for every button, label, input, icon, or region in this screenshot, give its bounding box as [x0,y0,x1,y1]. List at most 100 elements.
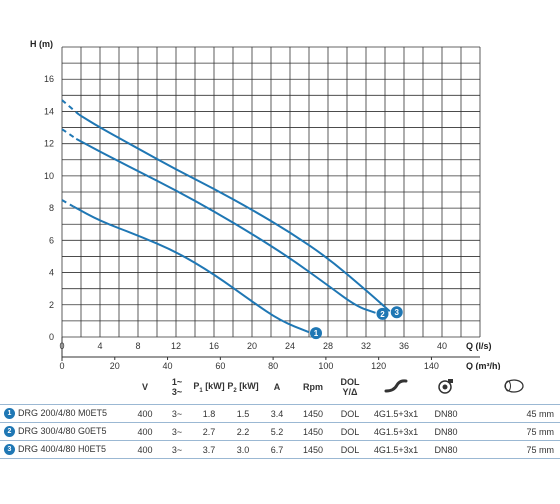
y-tick-label: 0 [49,332,54,342]
passage-header [468,370,560,405]
passage-cell: 75 mm [468,440,560,459]
p2-cell: 2.2 [226,422,260,441]
chart-curves: 1 2 3 [61,99,403,340]
x-tick-label: 40 [437,341,447,351]
curve-3-badge-label: 3 [395,308,400,317]
x-tick-label: 36 [399,341,409,351]
passage-cell: 45 mm [468,404,560,423]
curve-badge: 2 [4,426,15,438]
x2-tick-label: 100 [318,361,333,370]
curve-2-badge-label: 2 [380,310,385,319]
spec-table-header: V 1~ 3~ P1 [kW] P2 [kW] A Rpm DOL Y/Δ [0,370,560,405]
p1-cell: 2.7 [192,422,226,441]
y-tick-label: 14 [44,106,54,116]
curve-3-dashed [61,99,80,116]
curve-1-dashed [61,199,74,208]
current-cell: 3.4 [260,404,294,423]
table-row: 2 DRG 300/4/80 G0ET5 400 3~ 2.7 2.2 5.2 1… [0,422,560,441]
y-tick-label: 4 [49,268,54,278]
rpm-cell: 1450 [294,422,332,441]
voltage-cell: 400 [128,404,162,423]
model-cell: 2 DRG 300/4/80 G0ET5 [0,422,128,441]
solids-passage-icon [504,379,524,393]
x-tick-label: 0 [59,341,64,351]
start-header: DOL Y/Δ [340,377,360,397]
passage-cell: 75 mm [468,422,560,441]
y-tick-label: 2 [49,300,54,310]
x-tick-label: 16 [209,341,219,351]
y-tick-label: 16 [44,74,54,84]
y-tick-label: 10 [44,171,54,181]
cable-cell: 4G1.5+3x1 [368,422,424,441]
chart-grid [61,46,481,338]
start-cell: DOL [332,404,368,423]
model-cell: 3 DRG 400/4/80 H0ET5 [0,440,128,459]
table-row: 1 DRG 200/4/80 M0ET5 400 3~ 1.8 1.5 3.4 1… [0,404,560,423]
cable-icon [384,379,408,393]
table-row: 3 DRG 400/4/80 H0ET5 400 3~ 3.7 3.0 6.7 1… [0,440,560,459]
voltage-header: V [141,382,148,392]
p2-cell: 1.5 [226,404,260,423]
rpm-cell: 1450 [294,404,332,423]
p1-cell: 1.8 [192,404,226,423]
x-tick-label: 12 [171,341,181,351]
x-tick-label: 24 [285,341,295,351]
rpm-header: Rpm [303,382,323,392]
y-tick-label: 8 [49,203,54,213]
curve-3 [78,113,391,312]
curve-badge: 3 [4,444,15,456]
p1-header: P1 [kW] [193,380,225,394]
x-tick-label: 28 [323,341,333,351]
p1-cell: 3.7 [192,440,226,459]
outlet-cell: DN80 [424,404,468,423]
y-tick-label: 6 [49,235,54,245]
phase-cell: 3~ [162,422,192,441]
curve-3-badge [390,306,403,319]
phase-header: 1~ 3~ [171,377,183,397]
x2-tick-label: 80 [268,361,278,370]
curve-1-badge [310,327,322,340]
model-header [0,370,128,405]
curve-1 [72,205,310,334]
x-axis-label: Q (l/s) [466,341,492,351]
phase-cell: 3~ [162,440,192,459]
x2-tick-label: 140 [424,361,439,370]
p2-cell: 3.0 [226,440,260,459]
x-tick-label: 4 [97,341,102,351]
start-cell: DOL [332,422,368,441]
cable-cell: 4G1.5+3x1 [368,440,424,459]
spec-table: V 1~ 3~ P1 [kW] P2 [kW] A Rpm DOL Y/Δ [0,370,560,459]
voltage-cell: 400 [128,422,162,441]
model-cell: 1 DRG 200/4/80 M0ET5 [0,404,128,423]
curve-2-badge [376,307,389,320]
x2-axis-label: Q (m³/h) [466,361,501,370]
voltage-cell: 400 [128,440,162,459]
pump-outlet-icon [438,379,453,394]
start-cell: DOL [332,440,368,459]
phase-cell: 3~ [162,404,192,423]
curve-2 [75,137,376,314]
outlet-cell: DN80 [424,422,468,441]
x-tick-label: 8 [135,341,140,351]
x2-tick-label: 60 [215,361,225,370]
x-tick-label: 32 [361,341,371,351]
cable-cell: 4G1.5+3x1 [368,404,424,423]
x2-tick-label: 40 [163,361,173,370]
x-tick-label: 20 [247,341,257,351]
curve-1-badge-label: 1 [314,329,319,338]
y-axis-label: H (m) [30,39,53,49]
current-cell: 5.2 [260,422,294,441]
current-header: A [273,382,281,392]
x2-tick-label: 120 [371,361,386,370]
y-tick-label: 12 [44,139,54,149]
curve-2-dashed [61,128,77,140]
x2-tick-label: 0 [59,361,64,370]
curve-badge: 1 [4,408,15,420]
outlet-cell: DN80 [424,440,468,459]
outlet-header [424,370,468,405]
x2-tick-label: 20 [110,361,120,370]
p2-header: P2 [kW] [227,380,259,394]
cable-header [368,370,424,405]
